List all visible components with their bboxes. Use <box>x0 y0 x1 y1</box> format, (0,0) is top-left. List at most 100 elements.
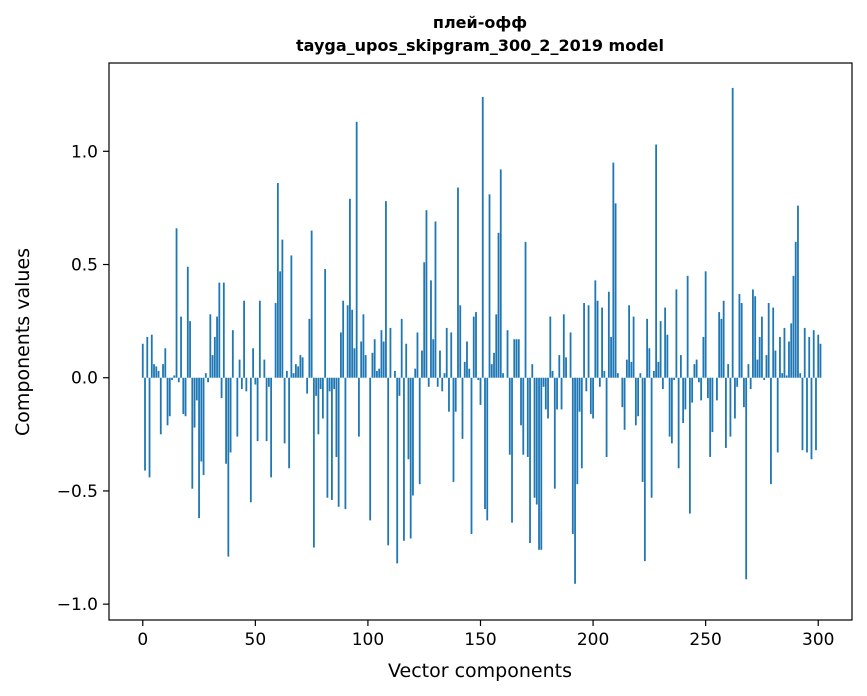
bar-236 <box>673 377 676 380</box>
bar-228 <box>655 144 658 378</box>
bar-33 <box>216 316 218 378</box>
bar-73 <box>306 377 309 394</box>
bar-0 <box>141 343 144 378</box>
bar-49 <box>252 348 254 378</box>
bar-77 <box>315 377 318 396</box>
bar-21 <box>189 321 191 378</box>
bar-35 <box>220 377 223 399</box>
bar-40 <box>231 330 234 378</box>
bar-199 <box>589 377 592 414</box>
bar-14 <box>173 375 176 378</box>
bar-201 <box>594 280 597 378</box>
bar-220 <box>637 377 640 417</box>
bar-135 <box>445 327 448 378</box>
bar-37 <box>225 377 227 464</box>
bar-133 <box>441 377 444 392</box>
bar-62 <box>281 239 284 378</box>
bar-263 <box>734 377 736 419</box>
bar-182 <box>551 370 554 378</box>
bar-52 <box>258 300 261 378</box>
bar-149 <box>477 377 480 380</box>
bar-132 <box>439 350 441 378</box>
bar-85 <box>333 377 336 390</box>
bar-219 <box>634 377 637 426</box>
bar-271 <box>752 289 754 378</box>
bar-235 <box>670 377 673 444</box>
bar-137 <box>450 332 453 378</box>
bar-131 <box>436 377 439 387</box>
bar-202 <box>596 300 599 378</box>
bar-46 <box>245 377 248 392</box>
bar-82 <box>326 377 329 498</box>
bar-258 <box>722 300 725 378</box>
bar-143 <box>463 361 466 378</box>
bar-273 <box>756 359 759 378</box>
bar-83 <box>328 377 331 392</box>
bar-223 <box>643 377 646 562</box>
bar-122 <box>416 332 419 378</box>
bar-115 <box>400 318 403 378</box>
bar-94 <box>353 348 356 378</box>
bar-291 <box>797 205 799 378</box>
bar-239 <box>679 355 682 378</box>
bar-142 <box>461 377 464 439</box>
bar-36 <box>222 282 225 378</box>
bars-group <box>141 87 822 584</box>
bar-76 <box>312 377 315 548</box>
bar-101 <box>369 377 372 521</box>
bar-272 <box>754 296 757 378</box>
bar-44 <box>240 377 243 390</box>
bar-203 <box>598 377 601 387</box>
bar-218 <box>632 316 635 378</box>
bar-264 <box>736 377 739 387</box>
bar-177 <box>540 377 543 550</box>
bar-213 <box>621 377 624 408</box>
axes-group: 0 50 100 150 200 250 300 −1.0 −0.5 0.0 0.5 1.0 <box>57 62 853 650</box>
bar-18 <box>182 377 185 414</box>
bar-78 <box>317 377 320 435</box>
bar-230 <box>659 321 662 378</box>
bar-60 <box>276 183 279 378</box>
bar-249 <box>702 336 705 378</box>
bar-294 <box>803 327 806 378</box>
bar-244 <box>691 377 694 403</box>
bar-248 <box>700 377 703 401</box>
bar-96 <box>358 377 360 437</box>
bar-185 <box>558 355 561 378</box>
bar-276 <box>763 377 766 380</box>
bar-154 <box>488 194 491 378</box>
bar-105 <box>378 368 381 378</box>
bar-250 <box>704 271 707 378</box>
bar-227 <box>652 370 655 378</box>
bar-124 <box>421 350 423 378</box>
bar-13 <box>171 377 173 380</box>
bar-188 <box>565 357 567 378</box>
bar-42 <box>236 377 239 437</box>
bar-34 <box>218 282 221 378</box>
bar-267 <box>743 377 745 408</box>
bar-269 <box>747 364 750 378</box>
bar-26 <box>200 377 203 462</box>
bar-118 <box>407 377 410 460</box>
bar-119 <box>409 377 412 539</box>
bar-211 <box>616 373 619 378</box>
bar-24 <box>195 377 198 401</box>
bar-157 <box>495 314 498 378</box>
y-axis-label: Components values <box>12 248 34 436</box>
bar-126 <box>425 210 428 378</box>
bar-193 <box>576 377 579 485</box>
bar-243 <box>688 377 691 514</box>
bar-164 <box>511 377 513 523</box>
bar-301 <box>819 343 822 378</box>
bar-68 <box>294 364 297 378</box>
bar-226 <box>650 377 653 498</box>
bar-221 <box>639 373 642 378</box>
bar-287 <box>788 341 790 378</box>
bar-145 <box>468 368 471 378</box>
bar-116 <box>403 377 405 541</box>
bar-231 <box>661 377 664 390</box>
bar-242 <box>686 275 689 378</box>
bar-54 <box>263 359 266 378</box>
bar-184 <box>556 377 558 410</box>
bar-61 <box>279 271 282 378</box>
